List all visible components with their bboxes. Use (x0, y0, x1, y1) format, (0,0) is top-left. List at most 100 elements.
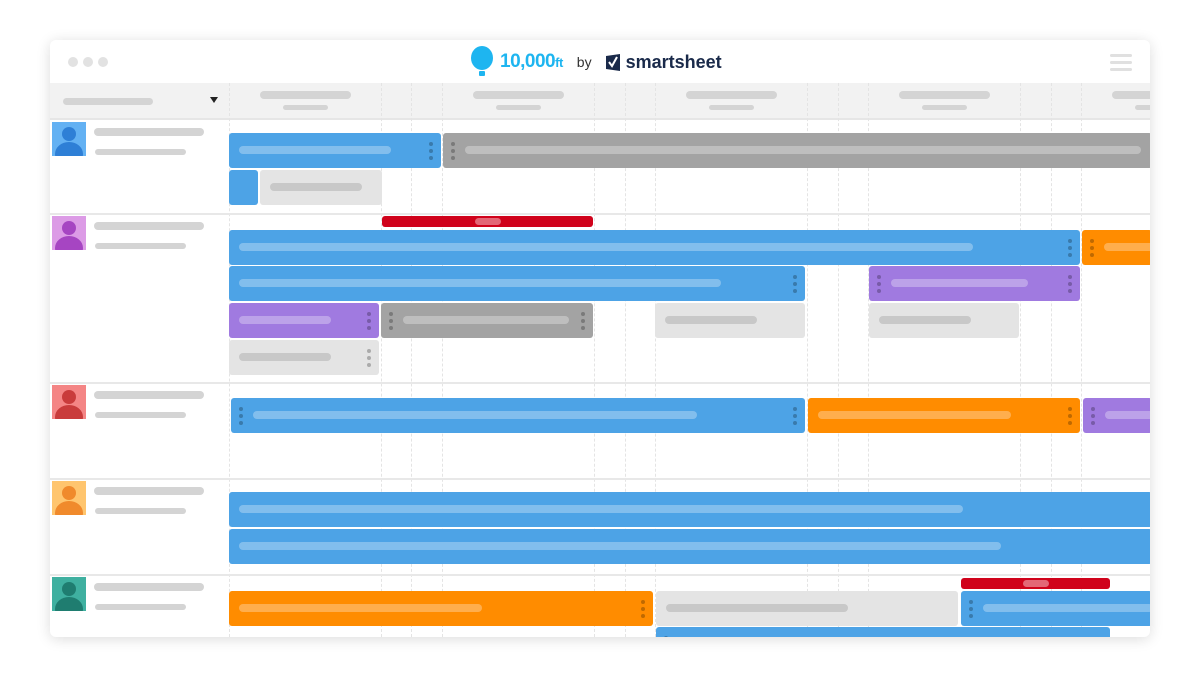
assignment-bar[interactable] (229, 266, 805, 301)
assignment-bar[interactable] (229, 492, 1150, 527)
drag-handle-icon[interactable] (1090, 239, 1094, 260)
drag-handle-icon[interactable] (969, 600, 973, 621)
drag-handle-icon[interactable] (451, 142, 455, 163)
grid-line (381, 83, 382, 637)
drag-handle-icon[interactable] (367, 312, 371, 333)
drag-handle-icon[interactable] (581, 312, 585, 333)
row-divider (50, 574, 1150, 576)
drag-handle-icon[interactable] (239, 407, 243, 428)
drag-handle-icon[interactable] (877, 275, 881, 296)
assignment-bar[interactable] (229, 230, 1080, 265)
drag-handle[interactable] (1022, 580, 1049, 587)
assignment-bar[interactable] (808, 398, 1080, 433)
bar-label (465, 146, 1141, 154)
drag-handle-icon[interactable] (367, 349, 371, 370)
column-header-title (686, 91, 777, 99)
person-name (94, 583, 204, 591)
drag-handle-icon[interactable] (641, 600, 645, 621)
avatar (52, 385, 86, 419)
assignment-bar[interactable] (229, 303, 379, 338)
assignment-bar[interactable] (229, 170, 258, 205)
brand-by: by (576, 54, 592, 70)
avatar (52, 216, 86, 250)
bar-label (270, 183, 362, 191)
drag-handle-icon[interactable] (389, 312, 393, 333)
bar-label (239, 316, 331, 324)
column-header-title (260, 91, 351, 99)
grid-line (1020, 83, 1021, 637)
avatar-body (55, 501, 83, 515)
avatar-body (55, 142, 83, 156)
drag-handle[interactable] (474, 218, 501, 225)
grid-line (838, 83, 839, 637)
avatar-head (62, 486, 76, 500)
bar-label (239, 604, 482, 612)
column-header-subtitle (283, 105, 328, 110)
person-role (95, 604, 186, 610)
column-header-subtitle (922, 105, 967, 110)
sort-select[interactable] (63, 98, 153, 105)
bar-label (253, 411, 697, 419)
avatar-body (55, 236, 83, 250)
milestone-bar[interactable] (382, 216, 593, 227)
bar-label (1105, 411, 1150, 419)
balloon-icon (471, 46, 493, 76)
assignment-bar[interactable] (869, 266, 1080, 301)
assignment-bar[interactable] (655, 303, 805, 338)
avatar (52, 577, 86, 611)
grid-line (625, 83, 626, 637)
person-role (95, 149, 186, 155)
drag-handle-icon[interactable] (1068, 239, 1072, 260)
assignment-bar[interactable] (961, 591, 1150, 626)
drag-handle-icon[interactable] (1091, 407, 1095, 428)
column-header-subtitle (496, 105, 541, 110)
grid-line (868, 83, 869, 637)
bar-label (239, 505, 963, 513)
assignment-bar[interactable] (869, 303, 1019, 338)
window-dot-icon (98, 57, 108, 67)
assignment-bar[interactable] (260, 170, 382, 205)
bar-label (239, 353, 331, 361)
drag-handle-icon[interactable] (664, 636, 668, 637)
milestone-bar[interactable] (961, 578, 1110, 589)
row-divider (50, 478, 1150, 480)
assignment-bar[interactable] (443, 133, 1150, 168)
drag-handle-icon[interactable] (1068, 407, 1072, 428)
drag-handle-icon[interactable] (793, 407, 797, 428)
assignment-bar[interactable] (656, 627, 1110, 637)
hamburger-menu-icon[interactable] (1110, 54, 1132, 75)
row-divider (50, 213, 1150, 215)
avatar-head (62, 582, 76, 596)
assignment-bar[interactable] (1083, 398, 1150, 433)
row-divider (50, 382, 1150, 384)
window-dot-icon (68, 57, 78, 67)
bar-label (879, 316, 971, 324)
assignment-bar[interactable] (656, 591, 958, 626)
grid-line (411, 83, 412, 637)
brand-number: 10,000 (500, 51, 556, 72)
grid-line (807, 83, 808, 637)
column-header-title (1112, 91, 1150, 99)
drag-handle-icon[interactable] (429, 142, 433, 163)
bar-label (239, 243, 973, 251)
bar-label (239, 542, 1001, 550)
drag-handle-icon[interactable] (793, 275, 797, 296)
bar-label (983, 604, 1150, 612)
column-header-title (473, 91, 564, 99)
bar-label (891, 279, 1028, 287)
avatar-body (55, 405, 83, 419)
bar-label (665, 316, 757, 324)
assignment-bar[interactable] (229, 340, 379, 375)
assignment-bar[interactable] (381, 303, 593, 338)
assignment-bar[interactable] (1082, 230, 1150, 265)
column-header-subtitle (709, 105, 754, 110)
brand-unit: ft (555, 55, 563, 70)
assignment-bar[interactable] (229, 133, 441, 168)
chevron-down-icon[interactable] (210, 97, 218, 103)
person-name (94, 487, 204, 495)
assignment-bar[interactable] (229, 529, 1150, 564)
assignment-bar[interactable] (229, 591, 653, 626)
avatar-head (62, 127, 76, 141)
assignment-bar[interactable] (231, 398, 805, 433)
drag-handle-icon[interactable] (1068, 275, 1072, 296)
